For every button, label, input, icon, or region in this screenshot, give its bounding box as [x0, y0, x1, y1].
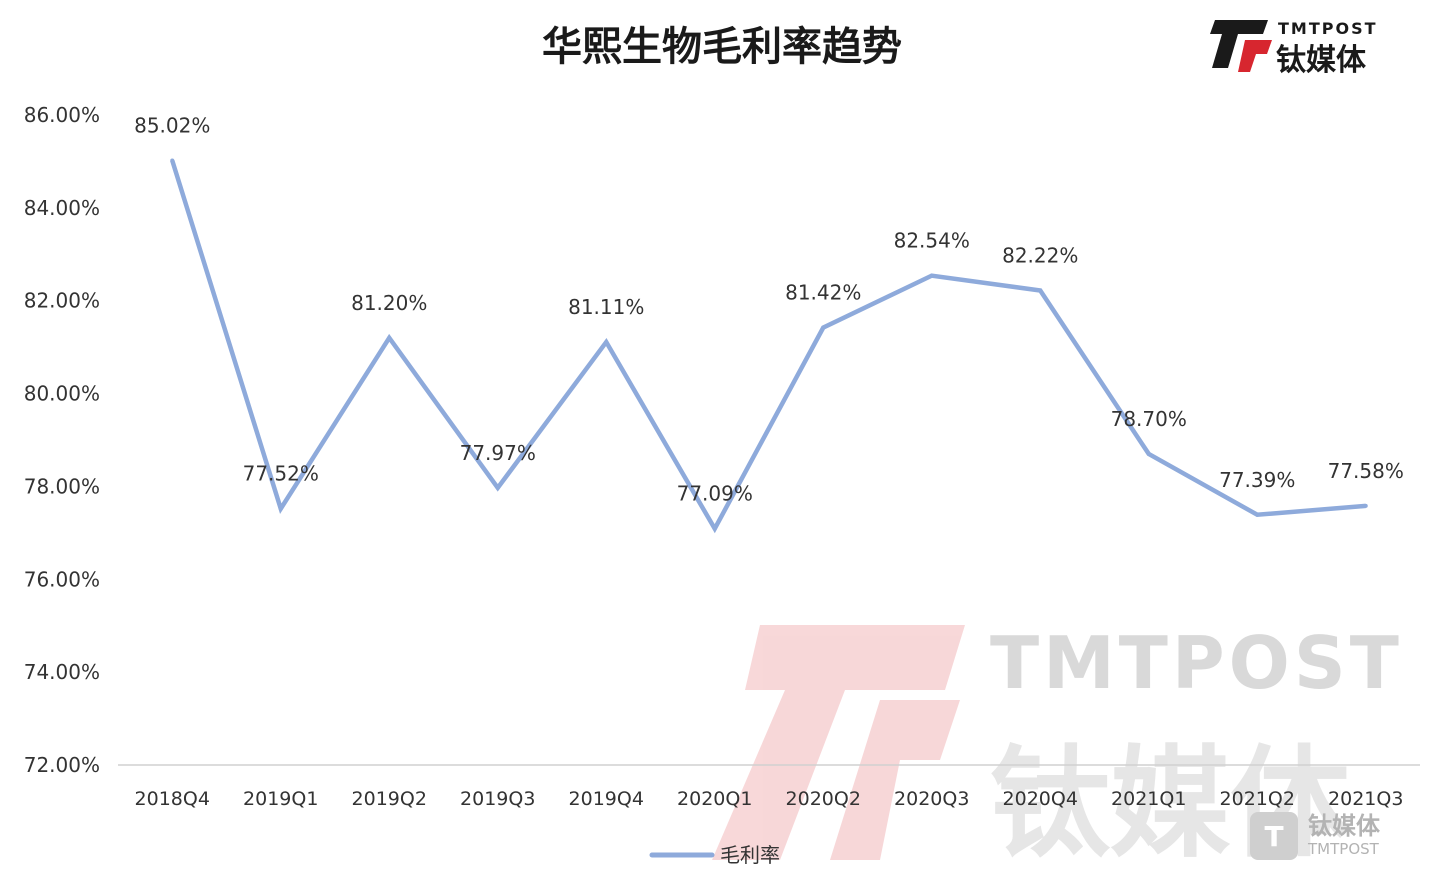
data-point: [929, 273, 934, 278]
data-labels: 85.02% 77.52% 81.20% 77.97% 81.11% 77.09% 81.4…: [134, 114, 1404, 506]
x-tick-label: 2019Q1: [243, 788, 318, 810]
y-tick-label: 72.00%: [24, 753, 100, 777]
data-label: 77.52%: [243, 462, 319, 486]
data-label: 82.54%: [894, 229, 970, 253]
data-point: [495, 485, 500, 490]
x-tick-label: 2019Q4: [569, 788, 644, 810]
data-label: 82.22%: [1002, 244, 1078, 268]
chart-title: 华熙生物毛利率趋势: [542, 24, 902, 70]
x-tick-label: 2019Q2: [352, 788, 427, 810]
x-tick-label: 2020Q3: [894, 788, 969, 810]
y-tick-label: 86.00%: [24, 103, 100, 127]
data-label: 81.20%: [351, 291, 427, 315]
x-tick-label: 2020Q1: [677, 788, 752, 810]
x-axis-ticks: 2018Q4 2019Q1 2019Q2 2019Q3 2019Q4 2020Q1 2020…: [135, 788, 1404, 810]
data-label: 81.42%: [785, 281, 861, 305]
data-point: [1038, 288, 1043, 293]
x-tick-label: 2018Q4: [135, 788, 210, 810]
data-label: 77.97%: [460, 441, 536, 465]
data-label: 78.70%: [1111, 407, 1187, 431]
data-point: [278, 506, 283, 511]
x-tick-label: 2020Q4: [1003, 788, 1078, 810]
logo-text-cn: 钛媒体: [1276, 43, 1367, 78]
badge-glyph-icon: T: [1264, 820, 1283, 853]
data-point: [1255, 512, 1260, 517]
y-tick-label: 76.00%: [24, 567, 100, 591]
x-tick-label: 2021Q2: [1220, 788, 1295, 810]
y-tick-label: 74.00%: [24, 660, 100, 684]
data-label: 81.11%: [568, 295, 644, 319]
watermark: TMTPOST 钛媒体 T 钛媒体 TMTPOST: [712, 621, 1403, 874]
data-label: 77.39%: [1219, 468, 1295, 492]
watermark-badge: T 钛媒体 TMTPOST: [1250, 812, 1381, 860]
data-point: [387, 335, 392, 340]
tmtpost-logo-icon: [1210, 20, 1272, 72]
data-label: 77.09%: [677, 482, 753, 506]
watermark-badge-cn: 钛媒体: [1308, 812, 1381, 840]
y-tick-label: 84.00%: [24, 196, 100, 220]
y-tick-label: 80.00%: [24, 382, 100, 406]
y-axis-ticks: 86.00% 84.00% 82.00% 80.00% 78.00% 76.00% 74.0…: [24, 103, 100, 777]
data-point: [604, 340, 609, 345]
y-tick-label: 82.00%: [24, 289, 100, 313]
series-line: [170, 159, 1366, 534]
data-point: [712, 526, 717, 531]
legend: 毛利率: [649, 843, 780, 867]
watermark-badge-en: TMTPOST: [1307, 840, 1380, 858]
data-point: [821, 325, 826, 330]
x-tick-label: 2021Q1: [1111, 788, 1186, 810]
data-label: 77.58%: [1328, 459, 1404, 483]
watermark-text-en: TMTPOST: [990, 621, 1403, 705]
y-tick-label: 78.00%: [24, 474, 100, 498]
tmtpost-logo: TMTPOST 钛媒体: [1210, 19, 1378, 78]
data-point: [1363, 503, 1368, 508]
legend-label: 毛利率: [720, 843, 780, 867]
data-point: [1146, 451, 1151, 456]
series-layer: [170, 158, 1368, 534]
logo-text-en: TMTPOST: [1278, 19, 1378, 38]
data-label: 85.02%: [134, 114, 210, 138]
x-tick-label: 2019Q3: [460, 788, 535, 810]
data-point: [170, 158, 175, 163]
x-tick-label: 2020Q2: [786, 788, 861, 810]
watermark-logo-mark: [712, 625, 965, 860]
x-tick-label: 2021Q3: [1328, 788, 1403, 810]
